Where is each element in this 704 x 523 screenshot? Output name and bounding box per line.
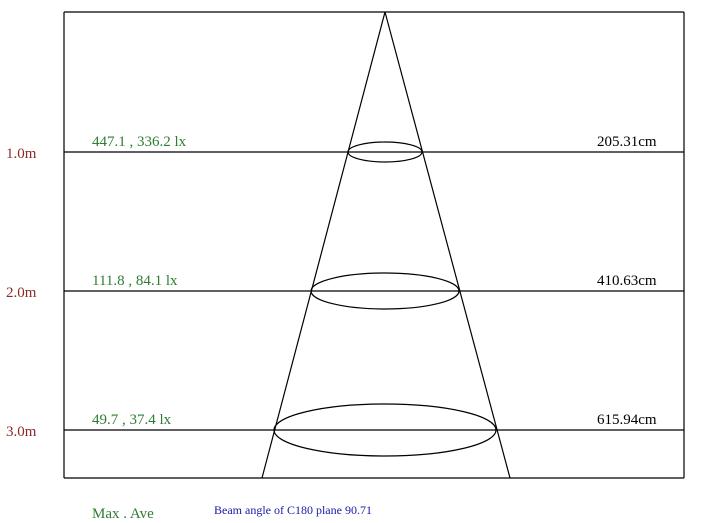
diameter-label-3: 615.94cm bbox=[597, 412, 657, 428]
beam-angle-caption: Beam angle of C180 plane 90.71 bbox=[214, 503, 372, 517]
beam-ellipse-2 bbox=[310, 272, 460, 310]
lux-label-1: 447.1 , 336.2 lx bbox=[92, 134, 187, 150]
beam-edge-right bbox=[384, 11, 511, 479]
distance-label-3: 3.0m bbox=[6, 424, 37, 440]
beam-edge-left bbox=[261, 11, 386, 479]
distance-label-2: 2.0m bbox=[6, 285, 37, 301]
diameter-label-1: 205.31cm bbox=[597, 134, 657, 150]
diameter-label-2: 410.63cm bbox=[597, 273, 657, 289]
max-ave-legend: Max . Ave bbox=[92, 506, 154, 522]
lux-label-3: 49.7 , 37.4 lx bbox=[92, 412, 172, 428]
lux-label-2: 111.8 , 84.1 lx bbox=[92, 273, 178, 289]
beam-ellipse-1 bbox=[347, 141, 423, 163]
beam-ellipse-3 bbox=[273, 403, 497, 457]
distance-label-1: 1.0m bbox=[6, 146, 37, 162]
